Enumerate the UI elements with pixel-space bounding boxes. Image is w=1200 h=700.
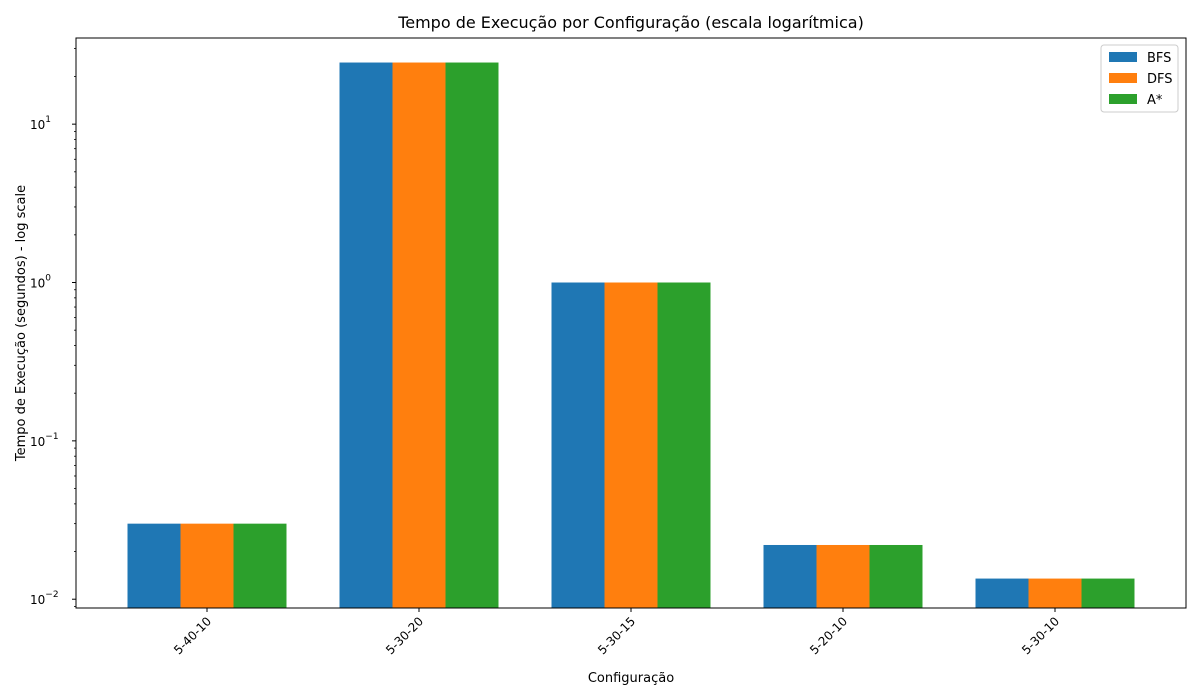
y-tick-label: 100 [30,274,51,291]
x-tick-label: 5-30-10 [1019,614,1062,657]
y-tick-label: 10−1 [30,432,59,449]
x-tick-label: 5-40-10 [171,614,214,657]
bar-bfs-5-20-10 [763,544,817,608]
bar-dfs-5-20-10 [816,544,870,608]
plot-frame [75,37,1187,609]
bar-bfs-5-30-20 [339,62,393,608]
legend-label: DFS [1147,72,1173,87]
x-axis-label: Configuração [588,671,674,686]
bar-astar-5-30-15 [657,282,711,608]
bar-bfs-5-30-15 [551,282,605,608]
y-axis-label: Tempo de Execução (segundos) - log scale [14,185,29,462]
bar-dfs-5-30-20 [392,62,446,608]
bar-astar-5-40-10 [233,523,287,608]
y-tick-label: 10−2 [30,590,59,607]
bars [127,62,1135,608]
x-axis-ticks: 5-40-10 5-30-20 5-30-15 5-20-10 5-30-10 [171,608,1062,657]
bar-bfs-5-40-10 [127,523,181,608]
bar-astar-5-30-10 [1081,578,1135,608]
bar-dfs-5-30-15 [604,282,658,608]
legend-swatch [1109,52,1137,62]
x-tick-label: 5-30-20 [383,614,426,657]
legend: BFS DFS A* [1100,44,1179,113]
chart-title: Tempo de Execução por Configuração (esca… [397,13,864,32]
bar-dfs-5-40-10 [180,523,234,608]
legend-swatch [1109,73,1137,83]
x-tick-label: 5-20-10 [807,614,850,657]
bar-astar-5-30-20 [445,62,499,608]
legend-label: BFS [1147,51,1171,66]
bar-astar-5-20-10 [869,544,923,608]
legend-label: A* [1147,93,1163,108]
x-tick-label: 5-30-15 [595,614,638,657]
bar-bfs-5-30-10 [975,578,1029,608]
legend-swatch [1109,94,1137,104]
bar-dfs-5-30-10 [1028,578,1082,608]
y-tick-label: 101 [30,115,51,132]
y-axis-ticks: 10−2 10−1 100 101 [30,48,76,607]
